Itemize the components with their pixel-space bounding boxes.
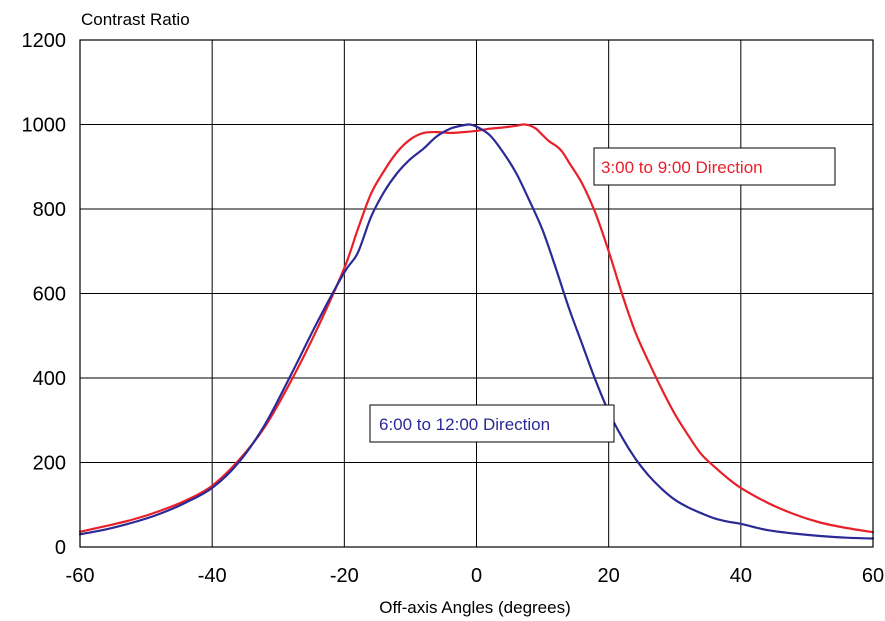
- legend-box-red-frame: [593, 147, 836, 186]
- grid-lines: [79, 39, 874, 548]
- y-axis-title: Contrast Ratio: [81, 10, 190, 29]
- x-axis-title: Off-axis Angles (degrees): [379, 598, 571, 617]
- y-tick-label: 0: [55, 537, 66, 559]
- legend-label-blue: 6:00 to 12:00 Direction: [379, 415, 550, 434]
- series-line-6-to-12: [78, 123, 875, 540]
- series-line-3-to-9: [78, 123, 875, 534]
- x-axis-tick-labels: -60 -40 -20 0 20 40 60: [66, 565, 885, 587]
- x-tick-label: 20: [598, 565, 620, 587]
- y-axis-tick-labels: 0 200 400 600 800 1000 1200: [22, 30, 67, 559]
- legend-label-red: 3:00 to 9:00 Direction: [601, 158, 763, 177]
- y-tick-label: 200: [33, 453, 66, 475]
- x-tick-label: 0: [471, 565, 482, 587]
- plot-area-frame: [79, 39, 874, 548]
- legend-box-blue: 6:00 to 12:00 Direction: [369, 404, 615, 443]
- x-tick-label: -20: [330, 565, 359, 587]
- y-tick-label: 600: [33, 284, 66, 306]
- legend-box-red: 3:00 to 9:00 Direction: [593, 147, 836, 186]
- y-tick-label: 800: [33, 199, 66, 221]
- x-tick-label: 60: [862, 565, 884, 587]
- y-tick-label: 400: [33, 368, 66, 390]
- x-tick-label: -60: [66, 565, 95, 587]
- series-layer: [78, 123, 875, 540]
- legend-box-blue-frame: [369, 404, 615, 443]
- y-tick-label: 1000: [22, 115, 67, 137]
- y-tick-label: 1200: [22, 30, 67, 52]
- x-tick-label: 40: [730, 565, 752, 587]
- x-tick-label: -40: [198, 565, 227, 587]
